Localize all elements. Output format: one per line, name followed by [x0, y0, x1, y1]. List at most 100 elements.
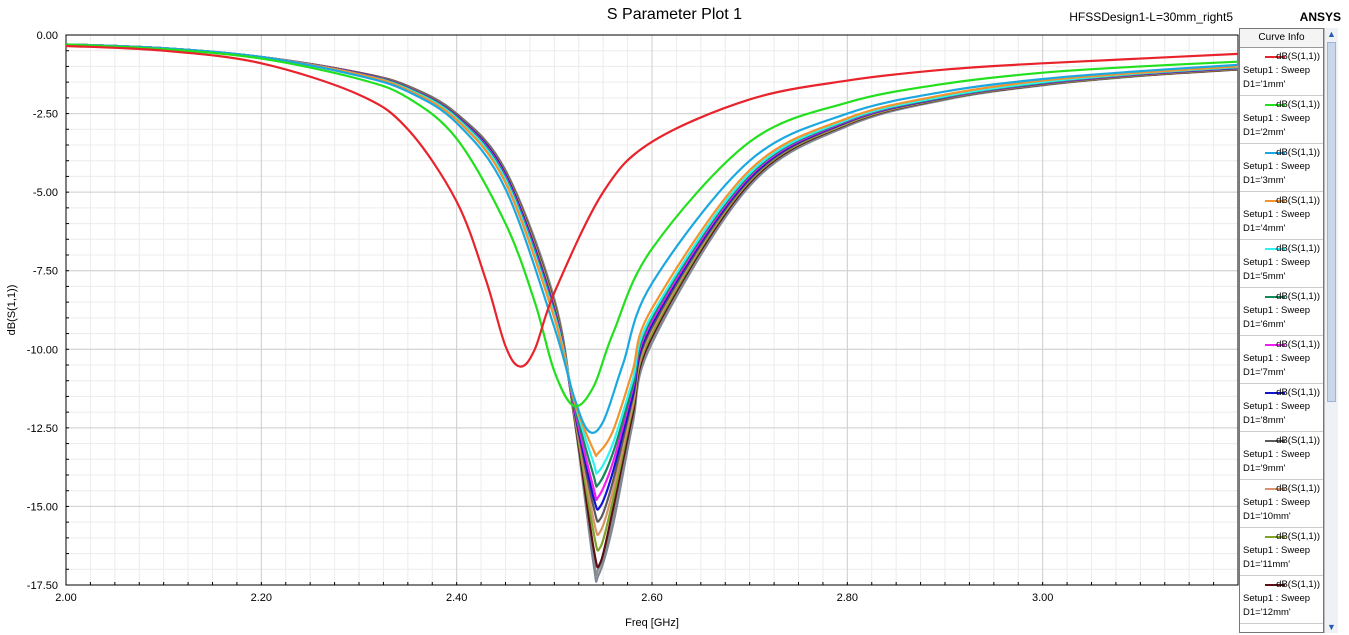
legend-swatch — [1265, 248, 1285, 250]
ansys-logo: ANSYS — [1299, 10, 1341, 24]
curve-d14mm — [65, 43, 1239, 458]
y-tick-label: -15.00 — [27, 501, 58, 513]
legend-series-name: dB(S(1,1)) — [1276, 483, 1320, 494]
legend-swatch — [1265, 104, 1285, 106]
legend-swatch — [1265, 344, 1285, 346]
legend-setup: Setup1 : Sweep — [1243, 65, 1311, 76]
legend-series-name: dB(S(1,1)) — [1276, 291, 1320, 302]
legend-swatch — [1265, 392, 1285, 394]
x-tick-label: 2.20 — [251, 592, 272, 604]
x-tick-label: 2.00 — [55, 592, 76, 604]
legend-swatch — [1265, 56, 1285, 58]
legend-entry[interactable]: dB(S(1,1)) Setup1 : Sweep D1='11mm' — [1240, 528, 1323, 576]
legend-series-name: dB(S(1,1)) — [1276, 579, 1320, 590]
scroll-up-icon[interactable]: ▲ — [1327, 29, 1336, 39]
legend-series-name: dB(S(1,1)) — [1276, 99, 1320, 110]
legend-series-name: dB(S(1,1)) — [1276, 435, 1320, 446]
legend-entry[interactable]: dB(S(1,1)) Setup1 : Sweep D1='4mm' — [1240, 192, 1323, 240]
legend-entry-header: dB(S(1,1)) — [1243, 242, 1321, 256]
legend-entries: dB(S(1,1)) Setup1 : Sweep D1='1mm' dB(S(1,1… — [1240, 48, 1323, 624]
legend-setup: Setup1 : Sweep — [1243, 545, 1311, 556]
legend-title: Curve Info — [1240, 29, 1323, 48]
x-axis-label: Freq [GHz] — [625, 617, 679, 629]
scroll-down-icon[interactable]: ▼ — [1327, 622, 1336, 632]
y-tick-label: -10.00 — [27, 344, 58, 356]
legend-param: D1='9mm' — [1243, 463, 1286, 474]
scroll-thumb[interactable] — [1327, 42, 1336, 402]
legend-setup: Setup1 : Sweep — [1243, 161, 1311, 172]
legend-setup: Setup1 : Sweep — [1243, 257, 1311, 268]
y-tick-label: -12.50 — [27, 423, 58, 435]
legend-entry[interactable]: dB(S(1,1)) Setup1 : Sweep D1='9mm' — [1240, 432, 1323, 480]
legend-entry-header: dB(S(1,1)) — [1243, 194, 1321, 208]
legend-setup: Setup1 : Sweep — [1243, 305, 1311, 316]
legend-entry-header: dB(S(1,1)) — [1243, 530, 1321, 544]
legend-param: D1='10mm' — [1243, 511, 1291, 522]
legend-entry[interactable]: dB(S(1,1)) Setup1 : Sweep D1='5mm' — [1240, 240, 1323, 288]
curve-d11mm — [65, 44, 1239, 368]
legend-entry-header: dB(S(1,1)) — [1243, 482, 1321, 496]
legend-setup: Setup1 : Sweep — [1243, 209, 1311, 220]
legend-entry-header: dB(S(1,1)) — [1243, 578, 1321, 592]
legend-swatch — [1265, 440, 1285, 442]
legend-series-name: dB(S(1,1)) — [1276, 339, 1320, 350]
legend-series-name: dB(S(1,1)) — [1276, 147, 1320, 158]
legend-param: D1='1mm' — [1243, 79, 1286, 90]
legend-entry[interactable]: dB(S(1,1)) Setup1 : Sweep D1='12mm' — [1240, 576, 1323, 624]
legend-entry-header: dB(S(1,1)) — [1243, 290, 1321, 304]
curve-d13mm — [65, 43, 1239, 434]
legend-entry[interactable]: dB(S(1,1)) Setup1 : Sweep D1='10mm' — [1240, 480, 1323, 528]
legend-series-name: dB(S(1,1)) — [1276, 531, 1320, 542]
curve-info-legend[interactable]: Curve Info dB(S(1,1)) Setup1 : Sweep D1='1… — [1239, 28, 1324, 633]
legend-setup: Setup1 : Sweep — [1243, 593, 1311, 604]
legend-scrollbar[interactable]: ▲ ▼ — [1324, 28, 1338, 633]
legend-param: D1='5mm' — [1243, 271, 1286, 282]
x-tick-label: 2.60 — [641, 592, 662, 604]
legend-setup: Setup1 : Sweep — [1243, 401, 1311, 412]
x-tick-label: 3.00 — [1032, 592, 1053, 604]
legend-swatch — [1265, 152, 1285, 154]
axis-ticks: 2.00 2.20 2.40 2.60 2.80 3.00 0.00 -2.50 -5.00 -7… — [27, 30, 1239, 604]
legend-entry[interactable]: dB(S(1,1)) Setup1 : Sweep D1='3mm' — [1240, 144, 1323, 192]
legend-swatch — [1265, 536, 1285, 538]
legend-entry[interactable]: dB(S(1,1)) Setup1 : Sweep D1='8mm' — [1240, 384, 1323, 432]
legend-entry[interactable]: dB(S(1,1)) Setup1 : Sweep D1='7mm' — [1240, 336, 1323, 384]
y-tick-label: 0.00 — [37, 30, 58, 42]
y-axis-label: dB(S(1,1)) — [6, 285, 18, 336]
legend-series-name: dB(S(1,1)) — [1276, 195, 1320, 206]
legend-setup: Setup1 : Sweep — [1243, 449, 1311, 460]
legend-setup: Setup1 : Sweep — [1243, 113, 1311, 124]
legend-swatch — [1265, 584, 1285, 586]
y-tick-label: -5.00 — [33, 187, 58, 199]
legend-setup: Setup1 : Sweep — [1243, 497, 1311, 508]
legend-series-name: dB(S(1,1)) — [1276, 51, 1320, 62]
legend-param: D1='11mm' — [1243, 559, 1291, 570]
y-tick-label: -17.50 — [27, 580, 58, 592]
curves — [65, 43, 1239, 583]
plot-title: S Parameter Plot 1 — [606, 6, 743, 23]
legend-entry[interactable]: dB(S(1,1)) Setup1 : Sweep D1='6mm' — [1240, 288, 1323, 336]
legend-entry-header: dB(S(1,1)) — [1243, 386, 1321, 400]
legend-param: D1='4mm' — [1243, 223, 1286, 234]
y-tick-label: -2.50 — [33, 109, 58, 121]
legend-swatch — [1265, 200, 1285, 202]
legend-entry[interactable]: dB(S(1,1)) Setup1 : Sweep D1='1mm' — [1240, 48, 1323, 96]
legend-series-name: dB(S(1,1)) — [1276, 243, 1320, 254]
legend-entry-header: dB(S(1,1)) — [1243, 98, 1321, 112]
legend-param: D1='7mm' — [1243, 367, 1286, 378]
legend-swatch — [1265, 296, 1285, 298]
legend-param: D1='2mm' — [1243, 127, 1286, 138]
legend-param: D1='3mm' — [1243, 175, 1286, 186]
design-name: HFSSDesign1-L=30mm_right5 — [1069, 10, 1233, 24]
y-tick-label: -7.50 — [33, 266, 58, 278]
legend-series-name: dB(S(1,1)) — [1276, 387, 1320, 398]
legend-entry-header: dB(S(1,1)) — [1243, 50, 1321, 64]
legend-param: D1='6mm' — [1243, 319, 1286, 330]
legend-setup: Setup1 : Sweep — [1243, 353, 1311, 364]
x-tick-label: 2.80 — [837, 592, 858, 604]
legend-entry[interactable]: dB(S(1,1)) Setup1 : Sweep D1='2mm' — [1240, 96, 1323, 144]
legend-entry-header: dB(S(1,1)) — [1243, 338, 1321, 352]
legend-swatch — [1265, 488, 1285, 490]
legend-param: D1='12mm' — [1243, 607, 1291, 618]
